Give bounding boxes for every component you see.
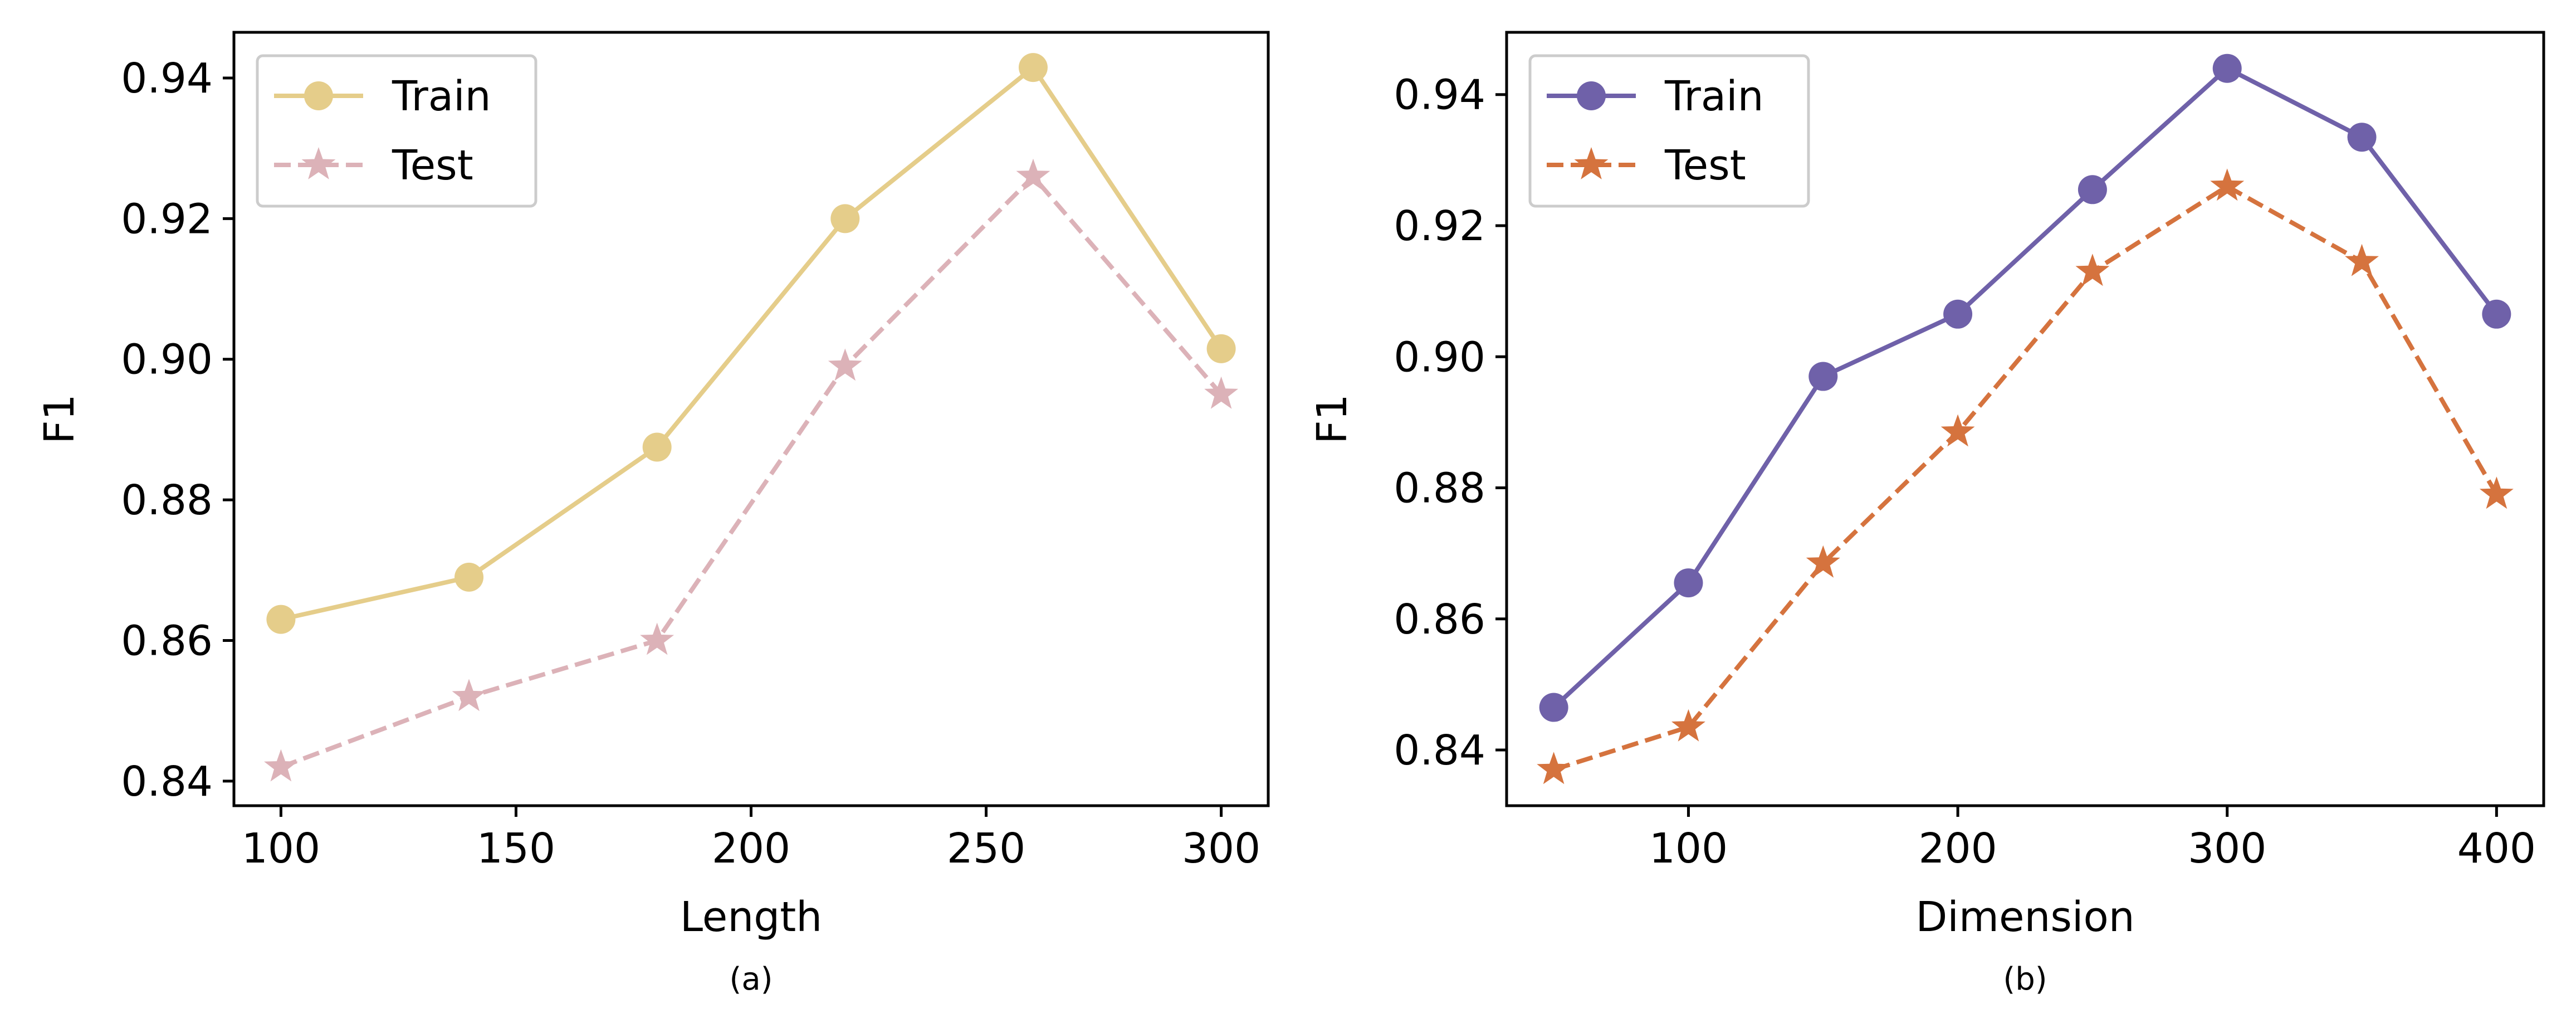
panel-b-train-point bbox=[2212, 53, 2242, 83]
panel-b-legend-train-label: Train bbox=[1664, 72, 1764, 120]
panel-a-y-tick-label: 0.86 bbox=[121, 617, 213, 665]
panel-a-legend: Train Test bbox=[256, 54, 537, 208]
panel-a-x-tick-label: 300 bbox=[1182, 825, 1260, 873]
panel-b-train-point bbox=[1674, 568, 1703, 598]
panel-b-test-point bbox=[1806, 545, 1840, 578]
panel-b-test-line bbox=[1553, 184, 2499, 772]
panel-a-train-point bbox=[830, 204, 860, 233]
panel-a-x-tick-label: 150 bbox=[477, 825, 555, 873]
panel-a-test-point bbox=[828, 348, 862, 381]
panel-b-legend: Train Test bbox=[1528, 54, 1810, 208]
panel-a-y-tick-label: 0.94 bbox=[121, 55, 213, 103]
panel-a-test-point bbox=[264, 749, 298, 782]
panel-a-y-tick-label: 0.90 bbox=[121, 336, 213, 384]
panel-a-test-point bbox=[452, 679, 486, 712]
panel-b-y-tick-label: 0.90 bbox=[1394, 333, 1485, 381]
panel-a-train-point bbox=[1206, 334, 1236, 363]
panel-a-y-tick-label: 0.92 bbox=[121, 195, 213, 243]
panel-a-test-point bbox=[1204, 376, 1238, 409]
panel-a: 100 150 200 250 300 0.84 0.86 0.88 0.90 0.92 0.94 L… bbox=[36, 31, 1270, 997]
panel-a-test-point bbox=[1016, 158, 1050, 191]
panel-b-x-axis-title: Dimension bbox=[1915, 893, 2134, 941]
panel-b-train-point bbox=[2078, 175, 2107, 204]
panel-b-legend-test-label: Test bbox=[1664, 142, 1746, 189]
panel-b-test-point bbox=[2345, 243, 2379, 276]
panel-b-y-tick-label: 0.92 bbox=[1394, 202, 1485, 250]
panel-b-caption: (b) bbox=[2003, 961, 2047, 997]
panel-a-legend-train-marker bbox=[304, 81, 333, 110]
panel-a-train-point bbox=[642, 432, 672, 462]
panel-b-x-tick-label: 300 bbox=[2188, 825, 2266, 873]
panel-b-train-point bbox=[1539, 693, 1568, 722]
panel-a-test-line bbox=[280, 174, 1223, 769]
panel-a-test-point bbox=[640, 622, 674, 655]
panel-a-x-tick-label: 250 bbox=[947, 825, 1025, 873]
panel-b-test-point bbox=[2210, 168, 2245, 201]
panel-b-train-point bbox=[2482, 299, 2511, 329]
panel-b-test-point bbox=[1671, 709, 1705, 742]
panel-a-x-axis-title: Length bbox=[680, 893, 822, 941]
panel-b: 100 200 300 400 0.84 0.86 0.88 0.90 0.92 0.94 Dime… bbox=[1308, 31, 2545, 997]
panel-b-x-tick-label: 200 bbox=[1918, 825, 1997, 873]
panel-b-test-point bbox=[2075, 254, 2110, 286]
panel-b-x-tick-label: 400 bbox=[2457, 825, 2536, 873]
panel-b-legend-train-marker bbox=[1577, 81, 1606, 110]
panel-a-train-line bbox=[280, 65, 1223, 622]
panel-b-y-tick-label: 0.86 bbox=[1394, 596, 1485, 644]
panel-b-train-point bbox=[1808, 362, 1838, 391]
panel-b-y-axis-title: F1 bbox=[1308, 394, 1356, 444]
panel-a-legend-test-label: Test bbox=[392, 142, 473, 189]
panel-a-train-point bbox=[266, 605, 296, 634]
panel-b-test-point bbox=[1940, 414, 1975, 447]
panel-b-y-tick-label: 0.84 bbox=[1394, 727, 1485, 774]
panel-b-test-point bbox=[2479, 476, 2514, 509]
panel-b-test-point bbox=[1537, 752, 1571, 785]
panel-a-train-point bbox=[1018, 53, 1048, 82]
panel-a-y-axis-title: F1 bbox=[36, 394, 84, 444]
panel-b-train-point bbox=[1943, 299, 1973, 329]
panel-a-train-point bbox=[454, 562, 484, 592]
panel-b-axes-frame bbox=[1505, 31, 2545, 807]
panel-b-y-tick-label: 0.88 bbox=[1394, 465, 1485, 513]
panel-a-legend-train-label: Train bbox=[392, 72, 491, 120]
panel-b-y-tick-label: 0.94 bbox=[1394, 71, 1485, 119]
panel-b-x-tick-label: 100 bbox=[1649, 825, 1728, 873]
panel-a-x-tick-label: 200 bbox=[712, 825, 790, 873]
panel-a-y-tick-label: 0.84 bbox=[121, 758, 213, 806]
panel-b-train-point bbox=[2347, 123, 2377, 152]
panel-a-x-tick-label: 100 bbox=[242, 825, 320, 873]
panel-a-caption: (a) bbox=[729, 961, 773, 997]
panel-b-legend-test-marker bbox=[1574, 147, 1609, 179]
panel-b-train-line bbox=[1552, 66, 2499, 709]
panel-a-legend-test-marker bbox=[301, 147, 336, 179]
panel-a-y-tick-label: 0.88 bbox=[121, 476, 213, 524]
